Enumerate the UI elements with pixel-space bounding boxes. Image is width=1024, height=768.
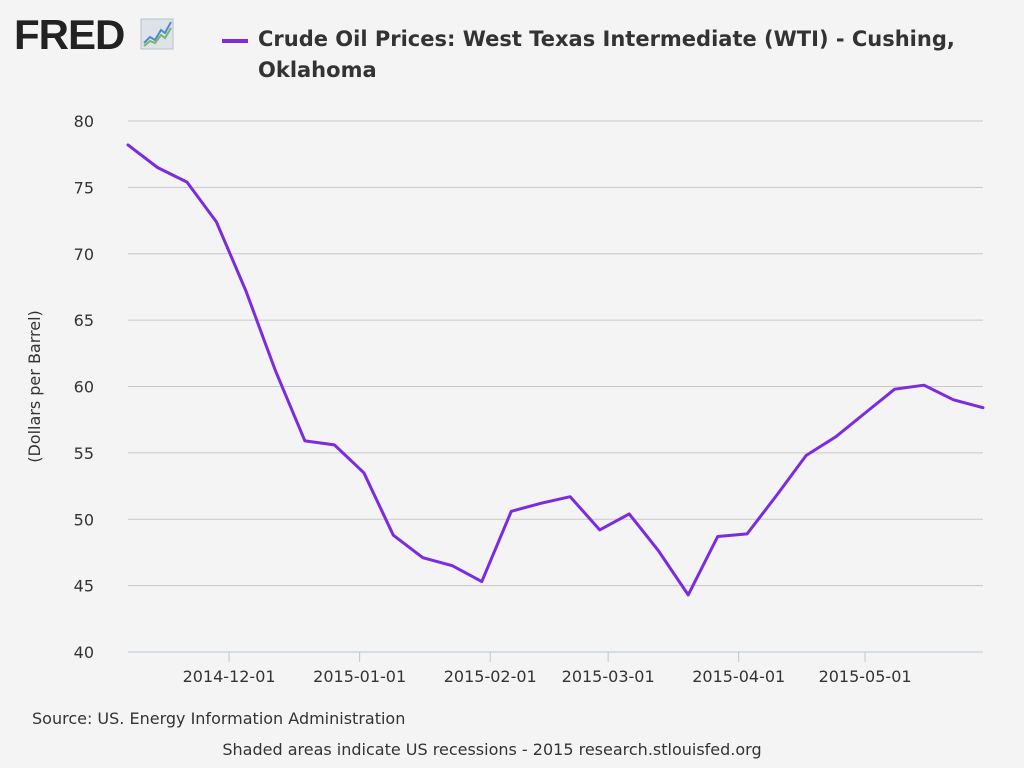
legend-swatch	[222, 39, 248, 43]
data-point	[332, 443, 336, 447]
series-line-wti	[126, 143, 985, 597]
x-tick-label: 2015-05-01	[819, 667, 912, 686]
data-point	[598, 528, 602, 532]
data-point	[303, 439, 307, 443]
data-point	[155, 165, 159, 169]
x-tick-label: 2015-03-01	[562, 667, 655, 686]
data-point	[834, 435, 838, 439]
data-point	[686, 593, 690, 597]
chart-title: Crude Oil Prices: West Texas Intermediat…	[258, 27, 955, 82]
data-point	[421, 556, 425, 560]
fred-trend-chart-icon	[140, 18, 174, 50]
y-tick-label: 80	[74, 112, 94, 131]
x-tick-label: 2014-12-01	[183, 667, 276, 686]
y-tick-label: 55	[74, 444, 94, 463]
y-tick-label: 75	[74, 178, 94, 197]
data-point	[214, 220, 218, 224]
data-point	[922, 383, 926, 387]
fred-logo: FRED	[14, 11, 125, 58]
data-point	[539, 501, 543, 505]
data-point	[244, 289, 248, 293]
data-point	[450, 564, 454, 568]
x-tick-label: 2015-04-01	[692, 667, 785, 686]
series-points	[126, 143, 985, 597]
gridlines	[128, 120, 983, 587]
y-tick-label: 50	[74, 510, 94, 529]
data-point	[126, 143, 130, 147]
data-point	[509, 509, 513, 513]
y-axis-title: (Dollars per Barrel)	[25, 310, 44, 463]
data-point	[273, 369, 277, 373]
data-point	[568, 495, 572, 499]
y-axis-ticks: 40 45 50 55 60 65 70 75 80	[74, 112, 94, 662]
y-tick-label: 40	[74, 643, 94, 662]
x-tick-label: 2015-02-01	[444, 667, 537, 686]
x-tick-label: 2015-01-01	[313, 667, 406, 686]
y-tick-label: 70	[74, 245, 94, 264]
data-point	[952, 398, 956, 402]
footer-note: Shaded areas indicate US recessions - 20…	[222, 740, 762, 759]
y-tick-label: 60	[74, 378, 94, 397]
data-point	[480, 580, 484, 584]
y-tick-label: 45	[74, 577, 94, 596]
data-point	[185, 180, 189, 184]
data-point	[391, 533, 395, 537]
data-point	[745, 532, 749, 536]
data-point	[981, 406, 985, 410]
source-note: Source: US. Energy Information Administr…	[32, 709, 406, 728]
data-point	[627, 512, 631, 516]
data-point	[657, 549, 661, 553]
data-point	[362, 471, 366, 475]
data-point	[775, 493, 779, 497]
y-tick-label: 65	[74, 311, 94, 330]
data-point	[716, 535, 720, 539]
data-point	[804, 454, 808, 458]
x-axis-ticks: 2014-12-01 2015-01-01 2015-02-01 2015-03-01…	[183, 652, 912, 686]
data-point	[863, 411, 867, 415]
data-point	[893, 387, 897, 391]
